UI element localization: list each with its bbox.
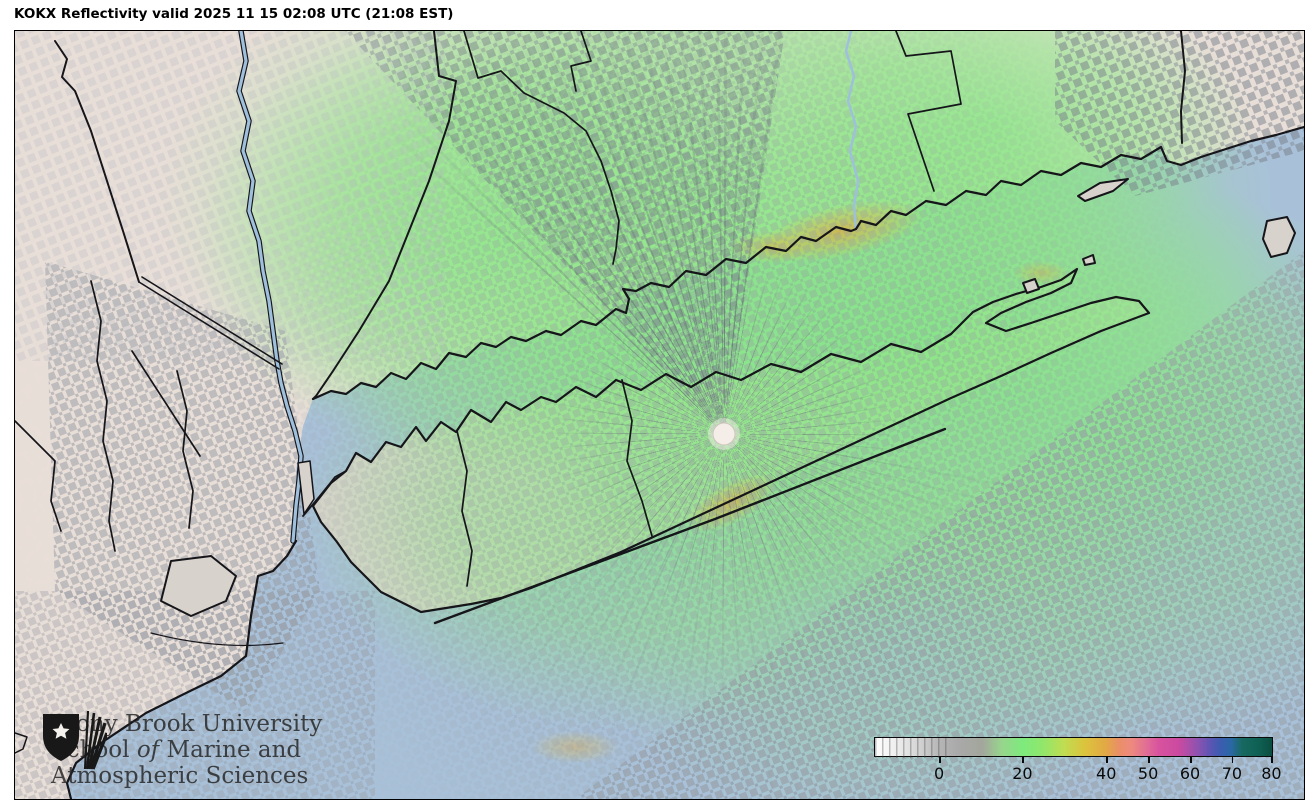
boundaries-layer (15, 31, 1304, 799)
colorbar-tick-label: 80 (1261, 764, 1282, 783)
colorbar-step-lines (875, 738, 951, 758)
sandy-hook-bay (150, 632, 284, 647)
colorbar-tick-label: 60 (1179, 764, 1201, 783)
colorbar-tick (1231, 757, 1234, 763)
staten-island-outline (160, 555, 237, 617)
ny-ct-border (312, 31, 457, 400)
county-lines (15, 31, 962, 587)
colorbar-tick (1190, 757, 1192, 763)
colorbar-tick-label: 0 (933, 764, 945, 783)
hudson-river (236, 31, 304, 544)
colorbar-tick-label: 20 (1012, 764, 1033, 783)
colorbar-tick-label: 70 (1221, 764, 1243, 783)
hudson-river-water (237, 31, 303, 543)
manhattan-outline (297, 460, 315, 515)
ct-ri-coastline (311, 125, 1304, 401)
colorbar-tick (1022, 757, 1024, 763)
stony-brook-branding: Stony Brook University School of Marine … (41, 711, 322, 789)
colorbar-tick (1271, 757, 1273, 763)
page-title: KOKX Reflectivity valid 2025 11 15 02:08… (14, 6, 454, 22)
left-edge-inlet (15, 732, 28, 754)
colorbar-tick-label: 40 (1096, 764, 1117, 783)
colorbar-tick-label: 50 (1137, 764, 1159, 783)
colorbar-tick (939, 757, 941, 763)
ct-ri-border (1180, 31, 1186, 144)
ny-nj-border-double-a (138, 281, 280, 370)
nj-coastline (65, 539, 298, 799)
barrier-island (433, 427, 947, 625)
ny-nj-border (54, 40, 140, 283)
branding-wordmark: Stony Brook University School of Marine … (51, 711, 322, 789)
colorbar-gradient (874, 737, 1273, 758)
radar-site-marker (708, 418, 740, 450)
colorbar-tick (1148, 757, 1150, 763)
colorbar-tick (1106, 757, 1108, 763)
connecticut-river (844, 31, 860, 231)
islands (1022, 178, 1296, 294)
reflectivity-colorbar: 0 20 40 50 60 70 80 (874, 737, 1282, 789)
radar-map: Stony Brook University School of Marine … (14, 30, 1305, 800)
stony-brook-shield-icon (43, 711, 107, 770)
ny-nj-border-double-b (141, 276, 283, 365)
east-river (302, 470, 347, 517)
